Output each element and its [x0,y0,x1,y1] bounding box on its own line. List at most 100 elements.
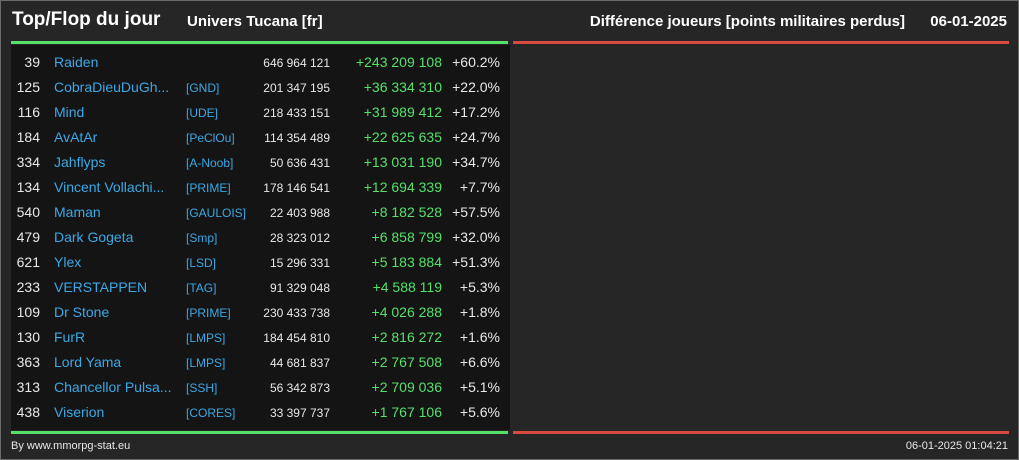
alliance-tag-link[interactable]: [PRIME] [186,306,231,320]
update-timestamp: 06-01-2025 01:04:21 [905,440,1008,452]
top-divider-bottom [11,431,508,434]
player-points: 28 323 012 [269,231,330,245]
top-divider-top [11,41,508,44]
alliance-tag-link[interactable]: [SSH] [186,381,218,395]
alliance-tag-link[interactable]: [PRIME] [186,181,231,195]
alliance-tag-link[interactable]: [PeClOu] [186,131,235,145]
player-name-link[interactable]: FurR [54,329,86,345]
points-difference: +2 816 272 [371,329,442,345]
player-points: 44 681 837 [269,356,330,370]
points-difference: +31 989 412 [363,104,442,120]
points-difference: +12 694 339 [363,179,442,195]
player-rank: 621 [16,254,40,270]
site-credit-link[interactable]: By www.mmorpg-stat.eu [11,440,131,452]
percent-change: +60.2% [452,54,500,70]
points-difference: +243 209 108 [355,54,442,70]
player-points: 56 342 873 [269,381,330,395]
points-difference: +8 182 528 [371,204,442,220]
player-rank: 233 [16,279,40,295]
player-points: 33 397 737 [269,406,330,420]
points-difference: +2 709 036 [371,379,442,395]
player-points: 15 296 331 [269,256,330,270]
table-row: 313 Chancellor Pulsa... [SSH] 56 342 873 +2 … [11,373,510,398]
table-row: 109 Dr Stone [PRIME] 230 433 738 +4 026 288 +… [11,298,510,323]
table-row: 116 Mind [UDE] 218 433 151 +31 989 412 +17.2% [11,98,510,123]
player-points: 22 403 988 [269,206,330,220]
universe-label: Univers Tucana [fr] [187,13,323,30]
percent-change: +7.7% [459,179,500,195]
points-difference: +13 031 190 [363,154,442,170]
player-name-link[interactable]: Ylex [54,254,82,270]
player-name-link[interactable]: Dr Stone [54,304,110,320]
date-label: 06-01-2025 [930,13,1007,30]
points-difference: +36 334 310 [363,79,442,95]
player-name-link[interactable]: Vincent Vollachi... [54,179,165,195]
table-row: 621 Ylex [LSD] 15 296 331 +5 183 884 +51.3% [11,248,510,273]
table-row: 233 VERSTAPPEN [TAG] 91 329 048 +4 588 119 +5… [11,273,510,298]
player-name-link[interactable]: Raiden [54,54,99,70]
player-name-link[interactable]: Mind [54,104,85,120]
player-rank: 134 [16,179,40,195]
table-row: 479 Dark Gogeta [Smp] 28 323 012 +6 858 799 +… [11,223,510,248]
player-rank: 184 [16,129,40,145]
percent-change: +5.1% [459,379,500,395]
alliance-tag-link[interactable]: [GAULOIS] [186,206,247,220]
alliance-tag-link[interactable]: [LMPS] [186,356,226,370]
flop-divider-top [513,41,1009,44]
points-difference: +2 767 508 [371,354,442,370]
player-rank: 39 [24,54,40,70]
points-difference: +4 588 119 [372,279,442,295]
alliance-tag-link[interactable]: [LSD] [186,256,217,270]
percent-change: +5.3% [459,279,500,295]
percent-change: +51.3% [452,254,500,270]
player-name-link[interactable]: Viserion [54,404,105,420]
player-name-link[interactable]: VERSTAPPEN [54,279,148,295]
alliance-tag-link[interactable]: [LMPS] [186,331,226,345]
percent-change: +6.6% [459,354,500,370]
player-name-link[interactable]: CobraDieuDuGh... [54,79,170,95]
player-name-link[interactable]: Maman [54,204,101,220]
player-rank: 313 [16,379,40,395]
flop-divider-bottom [513,431,1009,434]
alliance-tag-link[interactable]: [Smp] [186,231,218,245]
table-row: 125 CobraDieuDuGh... [GND] 201 347 195 +36 3… [11,73,510,98]
metric-label: Différence joueurs [points militaires pe… [589,13,905,30]
percent-change: +5.6% [459,404,500,420]
alliance-tag-link[interactable]: [A-Noob] [186,156,234,170]
player-points: 230 433 738 [263,306,330,320]
player-name-link[interactable]: Chancellor Pulsa... [54,379,172,395]
player-points: 50 636 431 [269,156,330,170]
player-name-link[interactable]: Jahflyps [54,154,106,170]
player-name-link[interactable]: Dark Gogeta [54,229,134,245]
points-difference: +1 767 106 [371,404,442,420]
player-name-link[interactable]: AvAtAr [54,129,98,145]
table-row: 363 Lord Yama [LMPS] 44 681 837 +2 767 508 +6… [11,348,510,373]
alliance-tag-link[interactable]: [GND] [186,81,220,95]
table-row: 39 Raiden 646 964 121 +243 209 108 +60.2% [11,48,510,73]
table-row: 184 AvAtAr [PeClOu] 114 354 489 +22 625 635 +… [11,123,510,148]
player-points: 201 347 195 [263,81,330,95]
top-players-table: 39 Raiden 646 964 121 +243 209 108 +60.2% 125… [11,45,510,430]
player-points: 178 146 541 [263,181,330,195]
player-points: 646 964 121 [263,56,330,70]
percent-change: +34.7% [452,154,500,170]
page-title: Top/Flop du jour [12,9,161,30]
points-difference: +4 026 288 [371,304,442,320]
player-rank: 116 [17,104,40,120]
player-name-link[interactable]: Lord Yama [54,354,122,370]
player-rank: 130 [16,329,40,345]
alliance-tag-link[interactable]: [TAG] [186,281,217,295]
percent-change: +57.5% [452,204,500,220]
player-rank: 540 [16,204,40,220]
percent-change: +24.7% [452,129,500,145]
alliance-tag-link[interactable]: [UDE] [186,106,219,120]
player-points: 114 354 489 [264,131,330,145]
alliance-tag-link[interactable]: [CORES] [186,406,236,420]
table-row: 540 Maman [GAULOIS] 22 403 988 +8 182 528 +57… [11,198,510,223]
flop-players-table [513,45,1009,430]
player-points: 184 454 810 [263,331,330,345]
player-rank: 334 [16,154,40,170]
player-rank: 363 [16,354,40,370]
table-row: 134 Vincent Vollachi... [PRIME] 178 146 541… [11,173,510,198]
